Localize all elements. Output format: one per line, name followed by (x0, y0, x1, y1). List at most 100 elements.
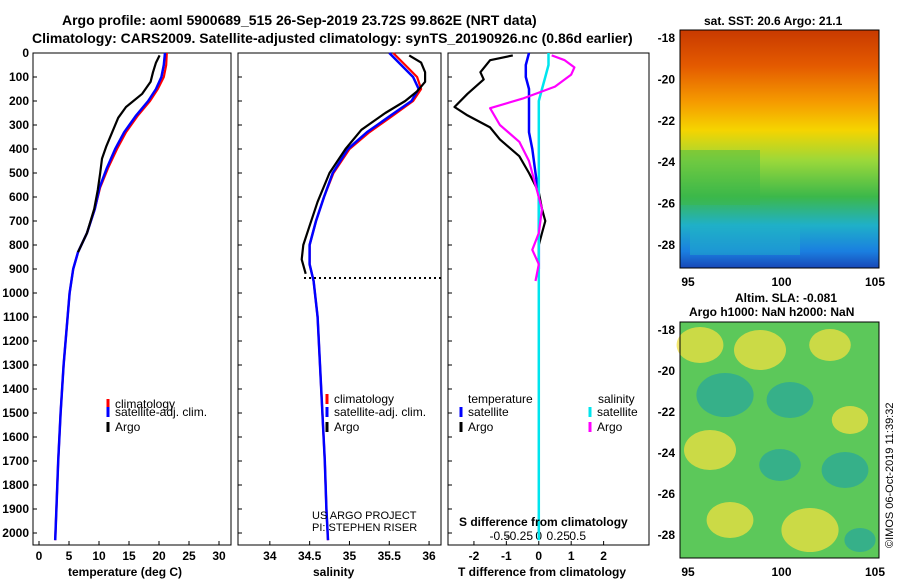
sla-map-panel: Altim. SLA: -0.081 Argo h1000: NaN h2000… (658, 291, 886, 579)
legend-salinity-title: salinity (598, 392, 635, 406)
series-line-s-satellite (537, 53, 550, 541)
depth-tick-label: 1200 (2, 334, 29, 348)
legend-t-argo-label: Argo (468, 420, 494, 434)
x-tick-label: 34.5 (298, 549, 322, 563)
credit-line-2: PI: STEPHEN RISER (312, 522, 417, 534)
depth-tick-label: 200 (9, 94, 29, 108)
depth-tick-label: 1400 (2, 382, 29, 396)
depth-tick-label: 1600 (2, 430, 29, 444)
sst-map-frame (679, 29, 880, 269)
x-tick-label: 1 (568, 549, 575, 563)
salinity-tick-labels: 34 34.5 35 35.5 36 (263, 541, 436, 563)
t-difference-xlabel: T difference from climatology (458, 565, 626, 579)
sla-blob (821, 452, 869, 488)
depth-tick-labels: 0 100 200 300 400 500 600 700 800 900 1000 1100 1200… (2, 46, 452, 540)
temperature-xlabel: temperature (deg C) (68, 565, 182, 579)
temperature-legend: climatology satellite-adj. clim. Argo (106, 397, 207, 434)
legend-climatology-label: climatology (334, 392, 394, 406)
credit-line-1: US ARGO PROJECT (312, 510, 417, 522)
salinity-series (300, 52, 427, 541)
sla-blob (809, 329, 851, 361)
lon-tick-label: 105 (865, 565, 885, 579)
t-difference-tick-labels: -2 -1 0 1 2 (469, 541, 607, 563)
legend-t-satellite-label: satellite (468, 405, 509, 419)
depth-tick-label: 500 (9, 166, 29, 180)
lat-tick-label: -28 (658, 238, 676, 252)
legend-satellite-label: satellite-adj. clim. (334, 405, 426, 419)
x-tick-label: 0 (535, 549, 542, 563)
sla-map-frame (679, 321, 880, 559)
legend-satellite-label: satellite-adj. clim. (115, 405, 207, 419)
lat-tick-label: -24 (658, 155, 676, 169)
depth-tick-label: 1900 (2, 502, 29, 516)
s-diff-tick-label: -0.25 (506, 529, 534, 543)
depth-tick-label: 1000 (2, 286, 29, 300)
legend-argo-label: Argo (115, 420, 141, 434)
series-line-argo (77, 54, 161, 253)
salinity-xlabel: salinity (313, 565, 355, 579)
title-line-2: Climatology: CARS2009. Satellite-adjuste… (32, 30, 633, 46)
x-tick-label: -1 (501, 549, 512, 563)
sla-blob (766, 382, 814, 418)
lat-tick-label: -20 (658, 364, 676, 378)
difference-panel: -2 -1 0 1 2 -0.5-0.25 0 0.25 0.5 S difference f… (447, 52, 650, 579)
difference-series (453, 52, 576, 541)
depth-tick-label: 100 (9, 70, 29, 84)
lat-tick-label: -18 (658, 31, 676, 45)
temperature-panel: 0100200300400500600700800900100011001200… (2, 46, 452, 579)
sla-blob (759, 449, 801, 481)
sla-blob (676, 327, 724, 363)
x-tick-label: 20 (152, 549, 166, 563)
depth-tick-label: 1100 (3, 310, 29, 324)
x-tick-label: -2 (469, 549, 480, 563)
x-tick-label: 2 (600, 549, 607, 563)
lon-tick-label: 100 (771, 275, 791, 289)
lon-tick-label: 100 (771, 565, 791, 579)
lat-tick-label: -20 (658, 72, 676, 86)
depth-tick-label: 800 (9, 238, 29, 252)
s-difference-xlabel: S difference from climatology (459, 515, 628, 529)
series-line-satellite-adj-clim- (53, 52, 167, 541)
series-line-t-argo (453, 54, 547, 269)
series-line-climatology (54, 52, 168, 541)
sla-blob (734, 330, 786, 370)
x-tick-label: 30 (212, 549, 226, 563)
lat-tick-label: -26 (658, 197, 676, 211)
legend-climatology-label: climatology (115, 397, 175, 411)
series-line-satellite-adj-clim- (308, 52, 420, 541)
salinity-legend: climatology satellite-adj. clim. Argo (325, 392, 426, 434)
depth-tick-label: 1800 (2, 478, 29, 492)
sst-green-patch (680, 150, 760, 205)
sla-map-title: Altim. SLA: -0.081 (735, 291, 837, 305)
temperature-series (53, 52, 168, 541)
difference-legend: temperature satellite Argo salinity sate… (459, 392, 638, 434)
lat-tick-label: -22 (658, 405, 676, 419)
salinity-panel: 34 34.5 35 35.5 36 salinity climatology sate… (237, 52, 442, 579)
depth-tick-label: 700 (9, 214, 29, 228)
depth-tick-label: 1300 (2, 358, 29, 372)
depth-tick-label: 1500 (2, 406, 29, 420)
lat-tick-label: -28 (658, 528, 676, 542)
legend-argo-label: Argo (334, 420, 360, 434)
sla-blob (781, 508, 839, 552)
sla-blob (706, 502, 754, 538)
lon-tick-label: 95 (681, 275, 695, 289)
salinity-axes (237, 52, 442, 546)
depth-tick-label: 2000 (2, 526, 29, 540)
imos-stamp: ©IMOS 06-Oct-2019 11:39:32 (884, 403, 896, 548)
sla-blob (696, 373, 754, 417)
lat-tick-label: -18 (658, 323, 676, 337)
sst-map-title: sat. SST: 20.6 Argo: 21.1 (704, 14, 843, 28)
difference-axes (447, 52, 650, 546)
legend-temperature-title: temperature (468, 392, 533, 406)
s-diff-tick-label: 0.25 (547, 529, 571, 543)
series-line-s-argo (489, 54, 576, 282)
x-tick-label: 15 (122, 549, 136, 563)
legend-s-satellite-label: satellite (597, 405, 638, 419)
depth-tick-label: 0 (22, 46, 29, 60)
series-line-argo (300, 54, 427, 275)
lat-tick-label: -24 (658, 446, 676, 460)
x-tick-label: 34 (263, 549, 277, 563)
temperature-axes (32, 52, 232, 546)
sla-map-subtitle: Argo h1000: NaN h2000: NaN (689, 305, 854, 319)
